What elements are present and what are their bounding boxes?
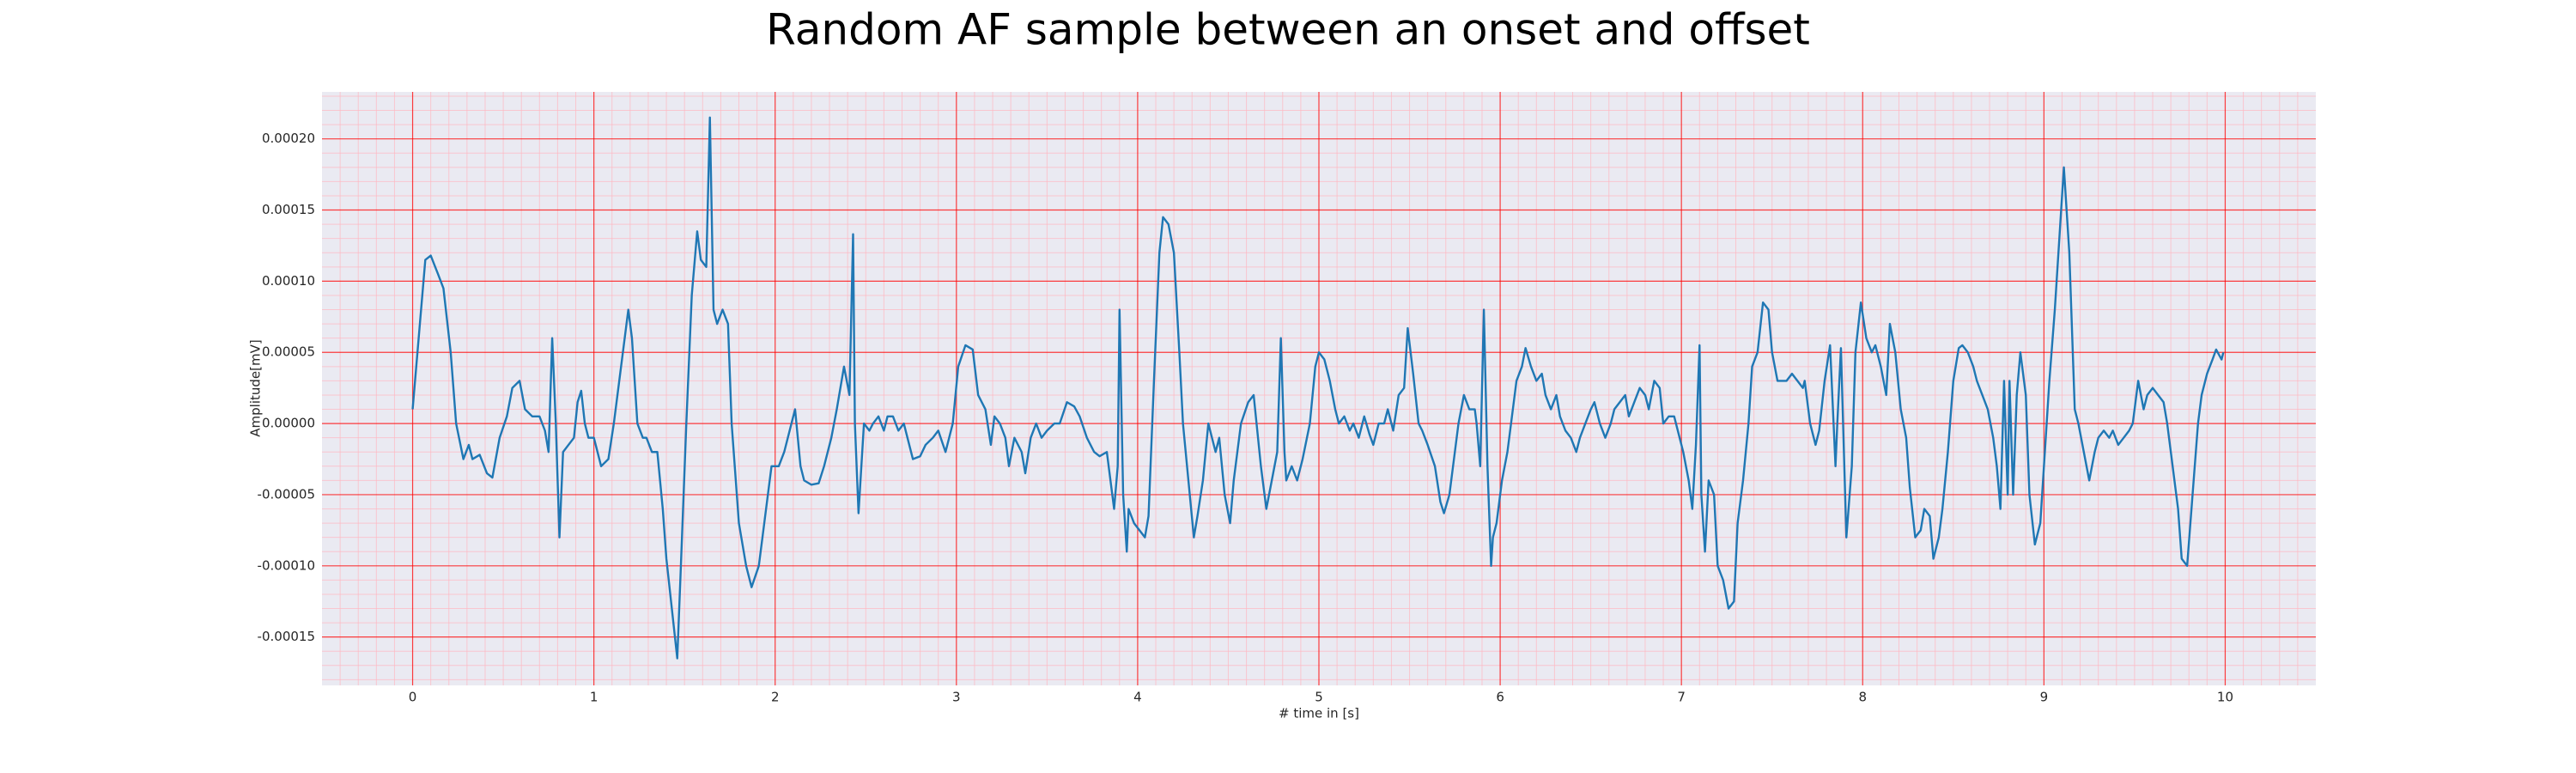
x-tick-label: 10 (2217, 690, 2233, 705)
x-tick-label: 1 (590, 690, 598, 705)
x-tick-label: 9 (2040, 690, 2049, 705)
x-tick-label: 2 (771, 690, 780, 705)
x-tick-label: 3 (952, 690, 961, 705)
y-tick-label: 0.00010 (262, 273, 315, 289)
y-tick-label: -0.00005 (258, 486, 315, 502)
x-tick-label: 6 (1496, 690, 1504, 705)
x-tick-label: 8 (1858, 690, 1867, 705)
x-axis-label: # time in [s] (1279, 706, 1359, 721)
x-tick-label: 5 (1315, 690, 1323, 705)
y-tick-label: -0.00015 (258, 629, 315, 644)
x-tick-label: 4 (1133, 690, 1142, 705)
x-tick-label: 7 (1677, 690, 1686, 705)
y-tick-label: 0.00005 (262, 344, 315, 360)
signal-line (411, 116, 2225, 660)
y-axis-label: Amplitude[mV] (248, 339, 264, 436)
y-tick-label: 0.00015 (262, 202, 315, 217)
marks (411, 116, 2225, 660)
y-tick-label: 0.00000 (262, 416, 315, 431)
y-tick-label: -0.00010 (258, 557, 315, 573)
x-tick-label: 0 (409, 690, 417, 705)
y-tick-label: 0.00020 (262, 131, 315, 146)
chart-title: Random AF sample between an onset and of… (766, 5, 1810, 55)
